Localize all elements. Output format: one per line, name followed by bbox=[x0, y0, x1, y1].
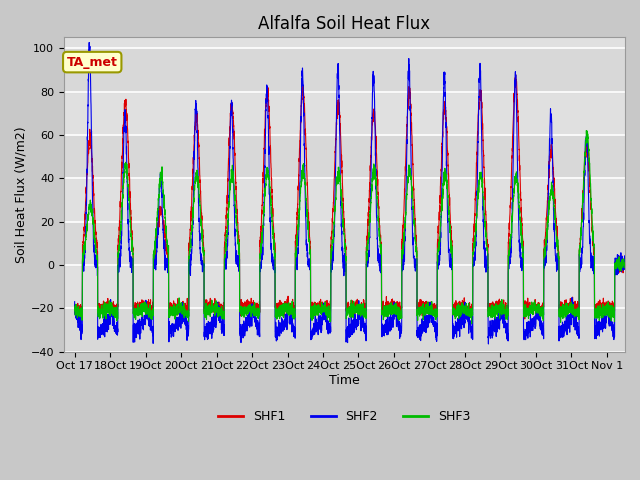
SHF2 bbox=[484, 341, 492, 347]
X-axis label: Time: Time bbox=[329, 374, 360, 387]
SHF3 bbox=[557, 312, 564, 317]
SHF2 bbox=[380, 325, 387, 331]
Legend: SHF1, SHF2, SHF3: SHF1, SHF2, SHF3 bbox=[213, 405, 476, 428]
Line: SHF2: SHF2 bbox=[75, 42, 640, 344]
SHF1 bbox=[188, 187, 196, 192]
SHF3 bbox=[71, 303, 79, 309]
SHF3 bbox=[410, 219, 418, 225]
SHF1 bbox=[521, 316, 529, 322]
SHF1 bbox=[557, 304, 565, 310]
SHF1 bbox=[380, 304, 387, 310]
Text: TA_met: TA_met bbox=[67, 56, 118, 69]
Title: Alfalfa Soil Heat Flux: Alfalfa Soil Heat Flux bbox=[258, 15, 430, 33]
SHF1 bbox=[543, 215, 550, 221]
SHF2 bbox=[189, 229, 196, 235]
SHF1 bbox=[512, 72, 520, 77]
Bar bbox=[64, 48, 625, 92]
SHF3 bbox=[639, 303, 640, 309]
Y-axis label: Soil Heat Flux (W/m2): Soil Heat Flux (W/m2) bbox=[15, 126, 28, 263]
SHF3 bbox=[542, 241, 550, 247]
SHF3 bbox=[468, 321, 476, 326]
SHF2 bbox=[639, 320, 640, 326]
SHF3 bbox=[188, 216, 196, 222]
SHF2 bbox=[543, 243, 550, 249]
SHF2 bbox=[557, 323, 565, 329]
Bar bbox=[64, 221, 625, 265]
Line: SHF3: SHF3 bbox=[75, 131, 640, 324]
SHF1 bbox=[639, 299, 640, 304]
SHF1 bbox=[515, 114, 522, 120]
SHF2 bbox=[71, 299, 79, 304]
SHF1 bbox=[71, 310, 79, 316]
Bar bbox=[64, 135, 625, 178]
SHF2 bbox=[515, 208, 522, 214]
SHF3 bbox=[582, 128, 590, 133]
SHF2 bbox=[85, 39, 93, 45]
SHF2 bbox=[410, 254, 418, 260]
Bar bbox=[64, 308, 625, 351]
SHF3 bbox=[380, 309, 387, 315]
Line: SHF1: SHF1 bbox=[75, 74, 640, 319]
SHF1 bbox=[410, 192, 418, 198]
SHF3 bbox=[515, 196, 522, 202]
